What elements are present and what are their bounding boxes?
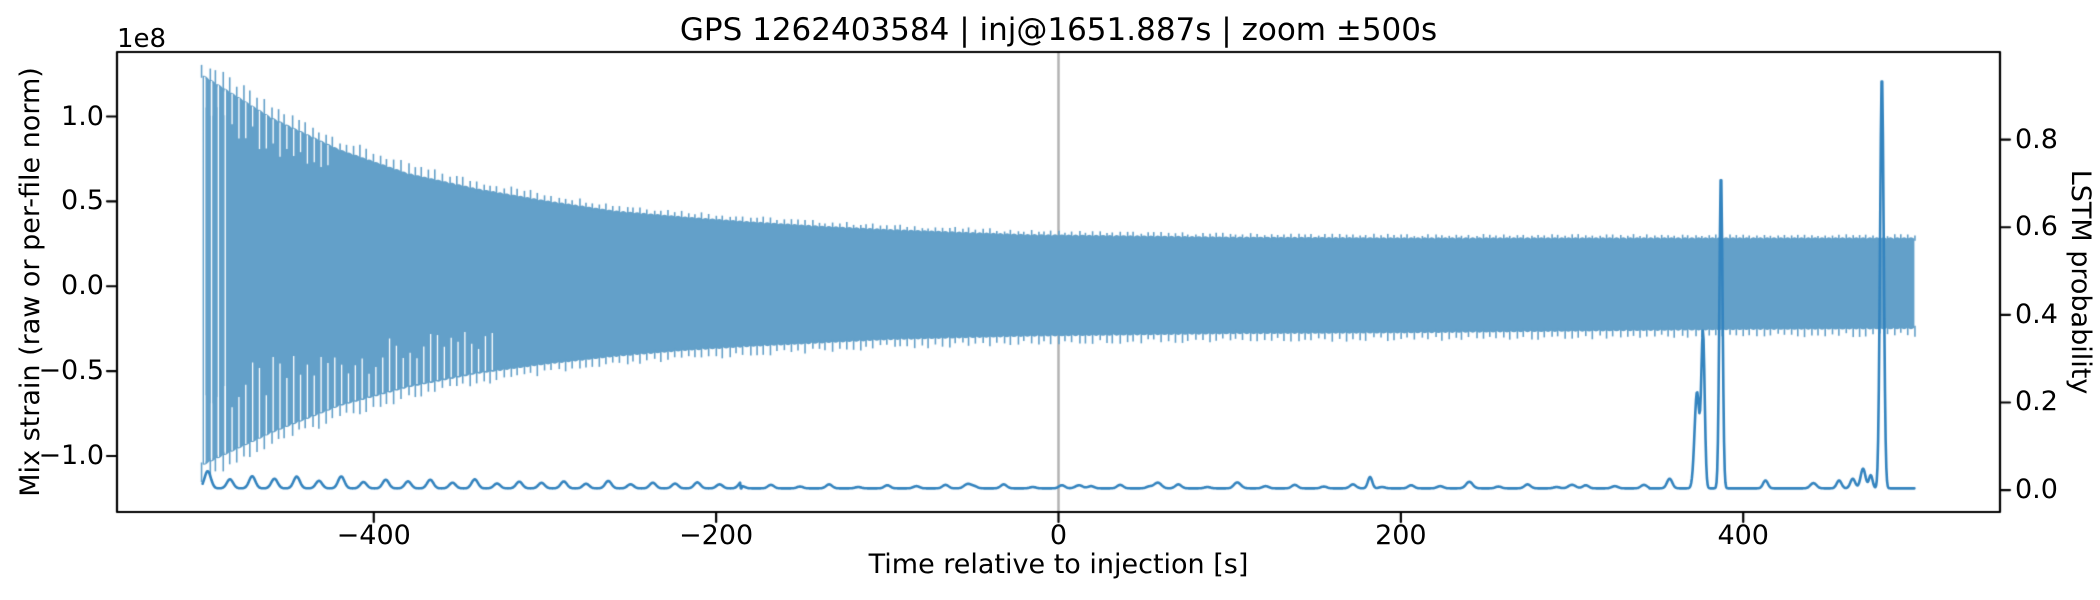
y-tick-label-right: 0.4 (2015, 298, 2058, 330)
y-tick-label-right: 0.6 (2015, 211, 2058, 243)
x-tick-label: −400 (336, 520, 411, 551)
y-axis-offset-label: 1e8 (117, 24, 167, 54)
y-tick-label-left: 1.0 (61, 100, 104, 132)
y-axis-label-right: LSTM probability (2065, 169, 2096, 395)
y-tick-label-left: 0.5 (61, 185, 104, 217)
y-tick-label-right: 0.2 (2015, 386, 2058, 418)
x-tick-label: 400 (1717, 520, 1769, 551)
x-tick-label: 0 (1049, 520, 1068, 551)
plot-title: GPS 1262403584 | inj@1651.887s | zoom ±5… (679, 12, 1438, 48)
y-tick-label-left: 0.0 (61, 270, 104, 302)
y-tick-label-right: 0.8 (2015, 123, 2058, 155)
x-tick-label: −200 (679, 520, 754, 551)
y-tick-label-left: −1.0 (38, 439, 104, 471)
x-tick-label: 200 (1375, 520, 1427, 551)
y-tick-label-left: −0.5 (38, 355, 104, 387)
x-axis-label: Time relative to injection [s] (868, 549, 1249, 580)
y-tick-label-right: 0.0 (2015, 474, 2058, 506)
